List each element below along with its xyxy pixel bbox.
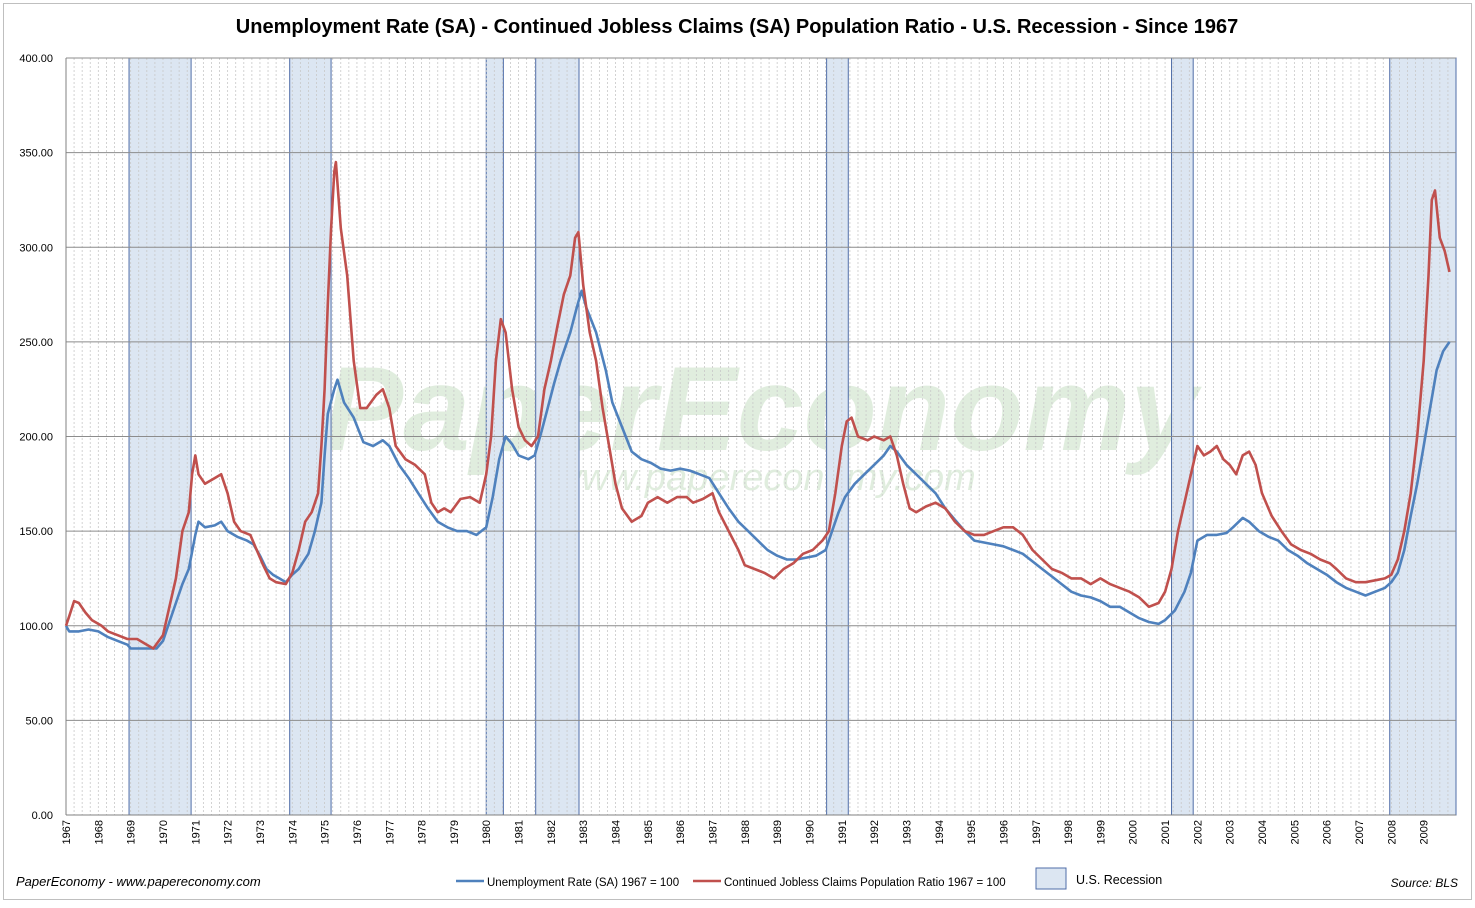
x-tick-label: 1991 bbox=[837, 820, 849, 844]
x-tick-labels: 1967 1968 1969 1970 1971 1972 1973 1974 1975 1976… bbox=[61, 820, 1431, 844]
x-tick-label: 1976 bbox=[352, 820, 364, 844]
y-tick-label: 50.00 bbox=[25, 715, 53, 727]
x-tick-label: 1978 bbox=[417, 820, 429, 844]
x-tick-label: 1971 bbox=[190, 820, 202, 844]
series-lines bbox=[64, 160, 1451, 650]
y-tick-label: 400.00 bbox=[19, 53, 53, 65]
footer-source-site: PaperEconomy - www.papereconomy.com bbox=[16, 874, 261, 889]
x-tick-label: 2002 bbox=[1192, 820, 1204, 844]
x-tick-label: 1977 bbox=[384, 820, 396, 844]
footer-source-credit: Source: BLS bbox=[1391, 876, 1458, 890]
x-tick-label: 1972 bbox=[223, 820, 235, 844]
legend: Unemployment Rate (SA) 1967 = 100 Contin… bbox=[456, 867, 1162, 890]
x-tick-label: 1981 bbox=[514, 820, 526, 844]
x-tick-label: 1986 bbox=[675, 820, 687, 844]
x-tick-label: 1979 bbox=[449, 820, 461, 844]
x-tick-label: 1974 bbox=[287, 820, 299, 844]
legend-label-recession: U.S. Recession bbox=[1076, 873, 1162, 887]
watermark-brand: PaperEconomy bbox=[323, 342, 1202, 476]
x-tick-label: 1987 bbox=[708, 820, 720, 844]
y-tick-label: 350.00 bbox=[19, 148, 53, 160]
series-line-unemployment bbox=[64, 289, 1451, 650]
x-tick-label: 2001 bbox=[1160, 820, 1172, 844]
x-tick-label: 1989 bbox=[772, 820, 784, 844]
series-line-claims bbox=[64, 160, 1451, 650]
x-tick-label: 1988 bbox=[740, 820, 752, 844]
x-tick-label: 1969 bbox=[126, 820, 138, 844]
outer-border bbox=[3, 3, 1472, 900]
x-tick-label: 2000 bbox=[1128, 820, 1140, 844]
x-tick-label: 1996 bbox=[998, 820, 1010, 844]
y-tick-label: 200.00 bbox=[19, 432, 53, 444]
x-tick-label: 1992 bbox=[869, 820, 881, 844]
x-tick-label: 1999 bbox=[1095, 820, 1107, 844]
x-tick-label: 1975 bbox=[320, 820, 332, 844]
x-tick-label: 2007 bbox=[1354, 820, 1366, 844]
x-tick-label: 1980 bbox=[481, 820, 493, 844]
x-tick-label: 1985 bbox=[643, 820, 655, 844]
y-tick-label: 100.00 bbox=[19, 621, 53, 633]
x-tick-label: 1973 bbox=[255, 820, 267, 844]
axes bbox=[65, 58, 1456, 816]
x-tick-label: 1997 bbox=[1031, 820, 1043, 844]
y-tick-label: 250.00 bbox=[19, 337, 53, 349]
x-tick-label: 1967 bbox=[61, 820, 73, 844]
x-tick-label: 1984 bbox=[611, 820, 623, 844]
x-tick-label: 2003 bbox=[1225, 820, 1237, 844]
y-tick-label: 0.00 bbox=[32, 810, 53, 822]
y-tick-label: 150.00 bbox=[19, 526, 53, 538]
x-tick-label: 1990 bbox=[804, 820, 816, 844]
chart-title: Unemployment Rate (SA) - Continued Joble… bbox=[236, 16, 1238, 38]
horizontal-gridlines bbox=[66, 57, 1456, 816]
x-tick-label: 2008 bbox=[1386, 820, 1398, 844]
x-tick-label: 1994 bbox=[934, 820, 946, 844]
x-tick-label: 2006 bbox=[1322, 820, 1334, 844]
x-tick-label: 2005 bbox=[1289, 820, 1301, 844]
x-tick-label: 1970 bbox=[158, 820, 170, 844]
x-tick-label: 1982 bbox=[546, 820, 558, 844]
x-tick-label: 1968 bbox=[93, 820, 105, 844]
x-tick-label: 2009 bbox=[1419, 820, 1431, 844]
y-tick-label: 300.00 bbox=[19, 242, 53, 254]
x-tick-label: 2004 bbox=[1257, 820, 1269, 844]
legend-swatch-recession bbox=[1035, 867, 1067, 890]
watermark-logo: PaperEconomy www.papereconomy.com bbox=[323, 342, 1202, 499]
x-tick-label: 1998 bbox=[1063, 820, 1075, 844]
y-tick-labels: 0.00 50.00 100.00 150.00 200.00 250.00 300.00 3… bbox=[19, 53, 53, 822]
x-tick-label: 1995 bbox=[966, 820, 978, 844]
x-tick-label: 1983 bbox=[578, 820, 590, 844]
x-tick-label: 1993 bbox=[901, 820, 913, 844]
legend-label-claims: Continued Jobless Claims Population Rati… bbox=[724, 877, 1006, 889]
legend-label-unemployment: Unemployment Rate (SA) 1967 = 100 bbox=[487, 877, 679, 889]
